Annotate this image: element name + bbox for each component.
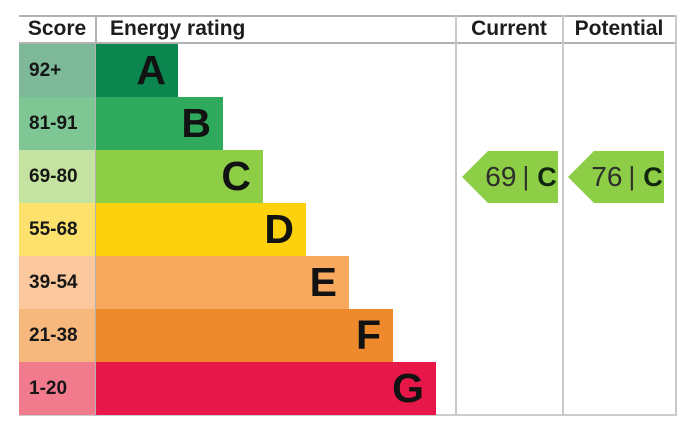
band-row-c: 69-80 C: [19, 150, 677, 203]
score-range-cell-f: 21-38: [19, 309, 95, 362]
energy-bands: 92+ A 81-91 B 69-80 C 55-68: [19, 44, 677, 415]
current-column-left-divider: [455, 15, 457, 416]
score-range-cell-b: 81-91: [19, 97, 95, 150]
table-top-border: [19, 15, 677, 17]
energy-rating-header: Energy rating: [110, 17, 246, 40]
score-range-cell-d: 55-68: [19, 203, 95, 256]
rating-bar-e: E: [96, 256, 349, 309]
score-range-cell-e: 39-54: [19, 256, 95, 309]
potential-rating-value: 76: [591, 161, 623, 192]
current-header: Current: [471, 17, 547, 40]
current-rating-separator: |: [522, 160, 530, 191]
potential-column-left-divider: [562, 15, 564, 416]
band-row-e: 39-54 E: [19, 256, 677, 309]
band-letter-f: F: [355, 312, 381, 358]
score-range-cell-c: 69-80: [19, 150, 95, 203]
rating-bar-d: D: [96, 203, 306, 256]
potential-rating-separator: |: [628, 160, 636, 191]
score-range-label: 55-68: [29, 218, 78, 240]
band-row-d: 55-68 D: [19, 203, 677, 256]
band-letter-c: C: [221, 153, 251, 199]
rating-bar-a: A: [96, 44, 178, 97]
score-range-cell-g: 1-20: [19, 362, 95, 415]
band-letter-a: A: [136, 47, 166, 93]
band-letter-g: G: [392, 365, 424, 411]
band-row-f: 21-38 F: [19, 309, 677, 362]
potential-header: Potential: [574, 17, 664, 40]
rating-bar-c: C: [96, 150, 263, 203]
rating-bar-g: G: [96, 362, 436, 415]
header-bottom-border: [19, 42, 677, 44]
rating-bar-f: F: [96, 309, 393, 362]
score-range-cell-a: 92+: [19, 44, 95, 97]
score-header: Score: [27, 17, 87, 40]
band-row-a: 92+ A: [19, 44, 677, 97]
score-range-label: 92+: [29, 59, 62, 81]
current-rating-letter: C: [537, 161, 557, 192]
current-rating-value: 69: [485, 161, 517, 192]
band-letter-e: E: [309, 259, 337, 305]
band-row-b: 81-91 B: [19, 97, 677, 150]
score-range-label: 39-54: [29, 271, 78, 293]
score-range-label: 81-91: [29, 112, 78, 134]
band-row-g: 1-20 G: [19, 362, 677, 415]
band-letter-d: D: [264, 206, 294, 252]
score-range-label: 1-20: [29, 377, 68, 399]
score-range-label: 21-38: [29, 324, 78, 346]
potential-rating-letter: C: [643, 161, 663, 192]
rating-bar-b: B: [96, 97, 223, 150]
score-range-label: 69-80: [29, 165, 78, 187]
table-right-border: [675, 15, 677, 416]
band-letter-b: B: [181, 100, 211, 146]
